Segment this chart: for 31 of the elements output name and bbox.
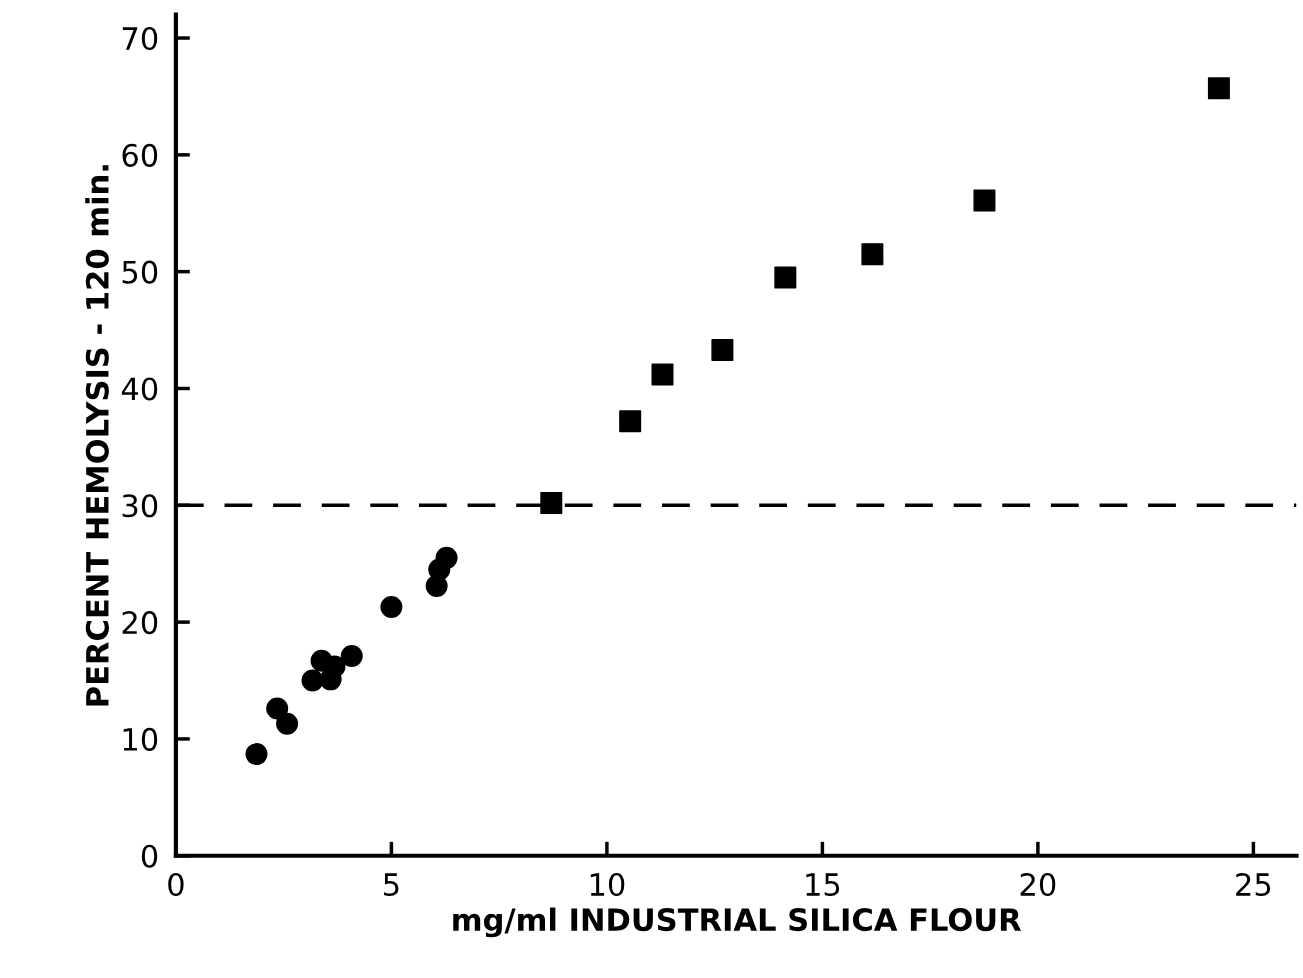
x-tick-label: 0: [168, 872, 184, 897]
point: [540, 491, 563, 514]
y-tick-label: 0: [141, 844, 158, 868]
point: [774, 266, 797, 289]
y-axis-title: PERCENT HEMOLYSIS - 120 min.: [85, 165, 109, 706]
point: [380, 595, 403, 618]
point: [619, 410, 642, 433]
point: [245, 743, 268, 766]
point: [711, 338, 734, 361]
point: [1207, 77, 1230, 100]
x-tick-label: 20: [1020, 872, 1056, 897]
y-tick-label: 60: [122, 143, 158, 167]
x-tick-label: 5: [384, 873, 399, 897]
y-tick-label: 20: [122, 611, 158, 635]
point: [276, 712, 299, 735]
y-tick-label: 50: [122, 260, 158, 284]
point: [435, 546, 458, 569]
x-tick-label: 25: [1236, 872, 1271, 897]
point: [340, 644, 363, 667]
point: [861, 243, 884, 266]
x-tick-label: 15: [806, 873, 840, 897]
y-tick-label: 30: [122, 494, 158, 518]
y-tick-label: 70: [122, 26, 158, 51]
point: [973, 189, 996, 212]
y-tick-label: 10: [123, 727, 158, 751]
x-tick-label: 10: [590, 872, 625, 897]
x-axis-title: mg/ml INDUSTRIAL SILICA FLOUR: [453, 907, 1022, 938]
point: [651, 363, 674, 386]
point: [301, 669, 324, 692]
y-tick-label: 40: [121, 377, 158, 401]
point: [266, 697, 289, 720]
